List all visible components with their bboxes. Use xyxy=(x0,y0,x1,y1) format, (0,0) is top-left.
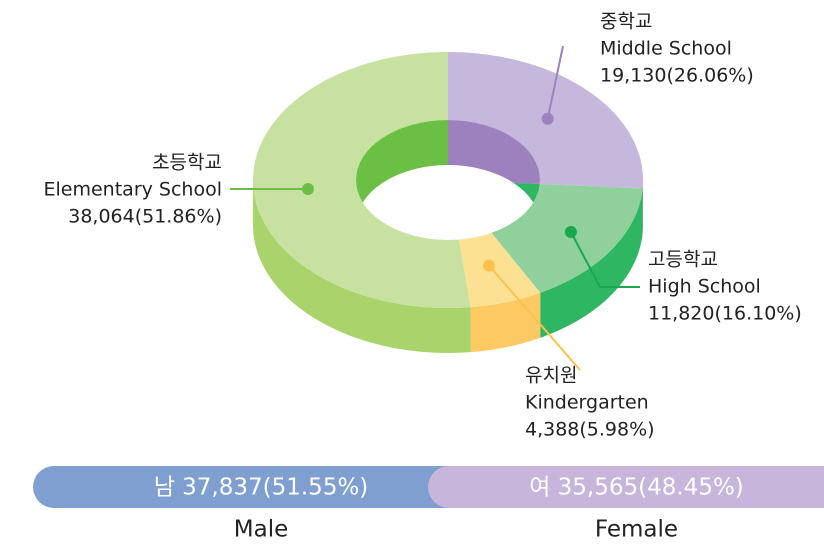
leader-dot xyxy=(541,112,554,125)
label-ko: 중학교 xyxy=(600,11,652,33)
label-en: Middle School xyxy=(600,38,732,60)
label-ko: 고등학교 xyxy=(648,249,718,271)
pie-slice xyxy=(458,232,541,308)
pie-slice xyxy=(491,184,643,293)
leader-line xyxy=(570,231,640,288)
data-label: 11,820(16.10%) xyxy=(648,303,802,325)
data-label: 4,388(5.98%) xyxy=(525,419,655,441)
data-label: 38,064(51.86%) xyxy=(68,206,222,228)
pie-side xyxy=(253,180,471,353)
pie-side xyxy=(470,292,541,353)
data-label: 남 37,837(51.55%) xyxy=(154,475,369,501)
bar-segment xyxy=(33,466,470,508)
leader-line xyxy=(488,264,581,371)
label-ko: 초등학교 xyxy=(152,152,222,174)
leader-dot xyxy=(564,226,577,239)
leader-line xyxy=(546,45,564,119)
label-en: High School xyxy=(648,276,761,298)
pie-side xyxy=(540,188,643,338)
label-en: Elementary School xyxy=(44,179,222,201)
data-label: 19,130(26.06%) xyxy=(600,65,754,87)
data-label: 여 35,565(48.45%) xyxy=(529,475,744,501)
hole-bottom xyxy=(356,165,540,240)
label-en: Kindergarten xyxy=(525,392,649,414)
pie-slice xyxy=(253,52,471,308)
label-ko: 유치원 xyxy=(525,365,577,387)
bar-segment xyxy=(427,466,824,508)
category-label: Male xyxy=(234,517,288,543)
leader-dot xyxy=(482,259,495,272)
category-label: Female xyxy=(595,517,678,543)
leader-dot xyxy=(302,183,314,195)
